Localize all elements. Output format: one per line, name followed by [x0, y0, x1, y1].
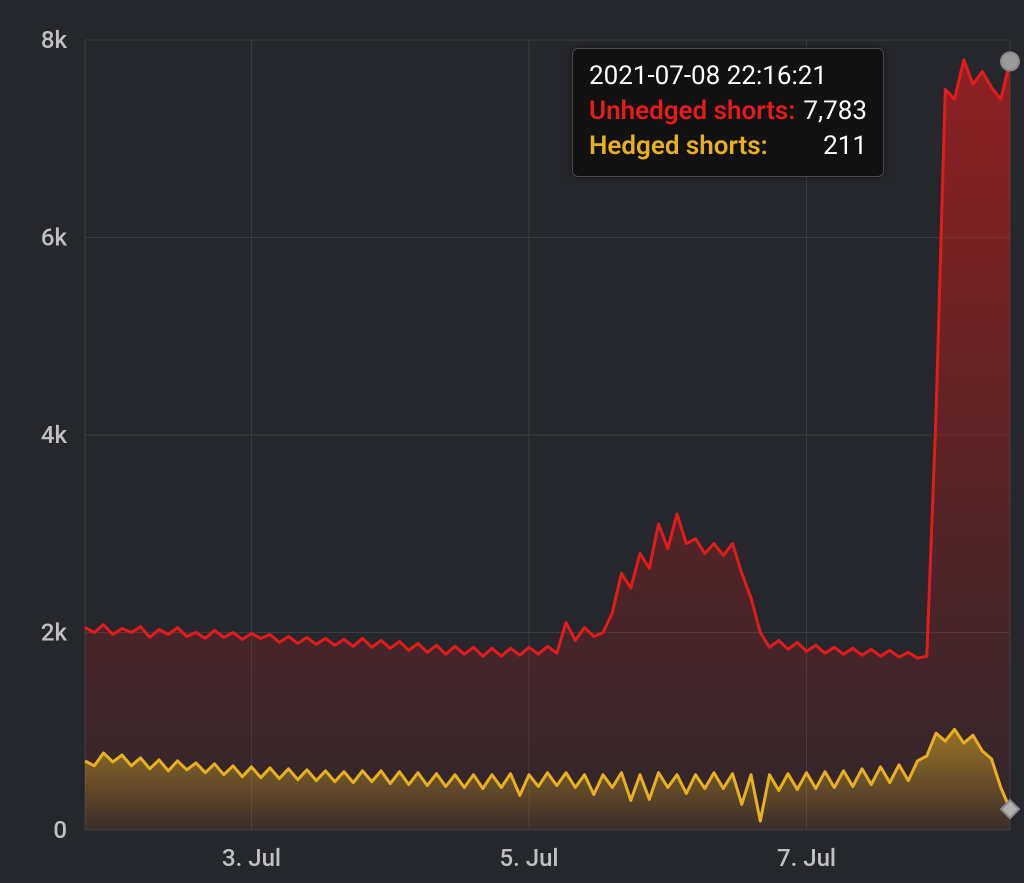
y-tick-label: 4k [41, 421, 68, 449]
shorts-area-chart: 0 2k 4k 6k 8k 3. Jul 5. Jul 7. Jul 2021-07-08 2… [0, 0, 1024, 883]
y-tick-label: 6k [41, 224, 68, 252]
y-tick-label: 0 [53, 816, 67, 844]
y-tick-label: 2k [41, 619, 68, 647]
x-tick-label: 3. Jul [222, 844, 281, 872]
tooltip-value-hedged: 211 [823, 129, 867, 164]
tooltip-value-unhedged: 7,783 [803, 94, 867, 129]
tooltip-timestamp: 2021-07-08 22:16:21 [589, 59, 867, 94]
x-tick-label: 5. Jul [499, 844, 558, 872]
y-tick-label: 8k [41, 26, 68, 54]
hover-marker-unhedged [1001, 52, 1019, 70]
chart-tooltip: 2021-07-08 22:16:21 Unhedged shorts: 7,7… [572, 48, 884, 177]
x-tick-label: 7. Jul [777, 844, 836, 872]
tooltip-label-hedged: Hedged shorts: [589, 129, 768, 164]
tooltip-label-unhedged: Unhedged shorts: [589, 94, 795, 129]
